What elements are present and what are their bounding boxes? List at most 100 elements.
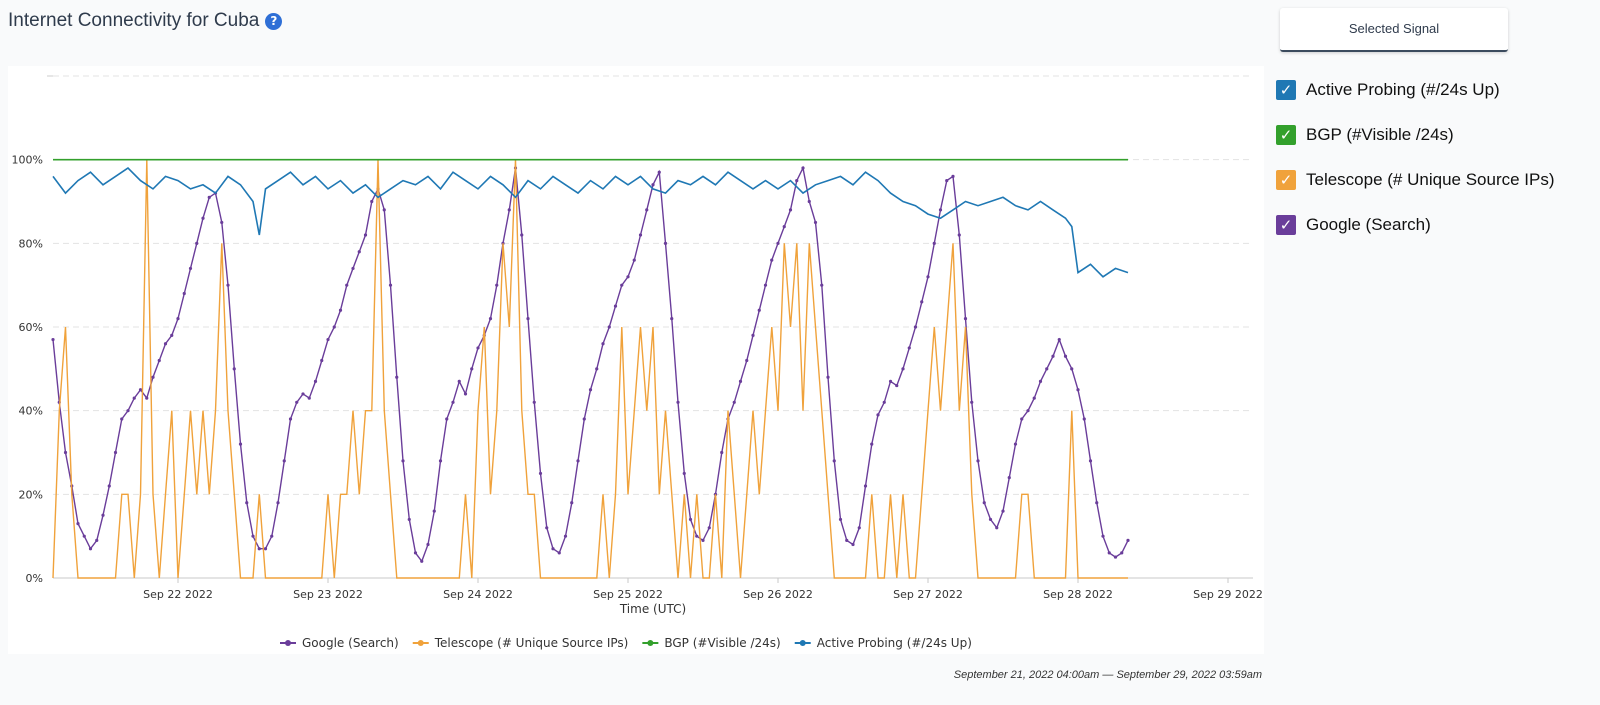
data-point	[995, 526, 999, 530]
data-point	[1113, 555, 1118, 559]
data-point	[663, 241, 668, 245]
data-point	[407, 517, 411, 522]
data-point	[857, 526, 861, 530]
signal-toggle-active-probing[interactable]: ✓ Active Probing (#/24s Up)	[1276, 80, 1500, 100]
data-point	[245, 501, 249, 505]
signal-panel: Selected Signal ✓ Active Probing (#/24s …	[1270, 0, 1600, 705]
data-point	[226, 283, 230, 287]
checkbox-icon[interactable]: ✓	[1276, 215, 1296, 235]
checkbox-icon[interactable]: ✓	[1276, 80, 1296, 100]
data-point	[1126, 538, 1130, 542]
data-point	[651, 183, 655, 187]
data-point	[451, 400, 455, 404]
data-point	[920, 300, 924, 304]
selected-signal-button[interactable]: Selected Signal	[1280, 8, 1508, 52]
data-point	[863, 484, 868, 488]
data-point	[1095, 501, 1099, 505]
data-point	[295, 400, 299, 404]
data-point	[645, 208, 649, 212]
checkbox-icon[interactable]: ✓	[1276, 125, 1296, 145]
data-point	[195, 241, 199, 245]
data-point	[807, 199, 811, 204]
data-point	[88, 547, 93, 551]
y-tick-label: 60%	[19, 321, 43, 334]
data-point	[432, 509, 436, 513]
data-point	[76, 522, 80, 526]
legend-item: BGP (#Visible /24s)	[642, 636, 781, 650]
data-point	[301, 392, 305, 396]
signal-toggle-bgp[interactable]: ✓ BGP (#Visible /24s)	[1276, 125, 1454, 145]
connectivity-chart: 0% 20% 40% 60% 80% 100% Sep 22 2022 Sep 23 2022…	[12, 75, 1263, 650]
data-point	[138, 388, 143, 392]
data-point	[545, 526, 549, 530]
data-point	[782, 225, 786, 229]
data-point	[626, 275, 630, 279]
data-point	[345, 283, 349, 287]
data-point	[82, 534, 86, 538]
x-tick-label: Sep 23 2022	[293, 588, 363, 601]
data-point	[632, 258, 636, 262]
data-point	[538, 471, 543, 476]
data-point	[813, 220, 818, 225]
data-point	[938, 208, 943, 212]
data-point	[445, 417, 449, 421]
checkbox-icon[interactable]: ✓	[1276, 170, 1296, 190]
data-point	[520, 233, 524, 237]
data-point	[182, 291, 186, 296]
data-point	[457, 379, 461, 383]
data-point	[276, 501, 280, 505]
data-point	[788, 208, 793, 212]
data-point	[201, 216, 205, 220]
data-point	[888, 379, 893, 383]
data-point	[1088, 459, 1093, 463]
data-point	[1063, 354, 1068, 358]
series-telescope-unique-source-ips	[52, 159, 1128, 579]
data-point	[507, 208, 511, 212]
y-tick-label: 40%	[19, 405, 43, 418]
legend-marker	[285, 640, 291, 646]
data-point	[976, 459, 980, 463]
data-point	[607, 325, 611, 329]
data-point	[876, 413, 880, 417]
data-point	[320, 358, 324, 363]
data-point	[357, 250, 361, 254]
data-point	[945, 178, 949, 183]
date-range-text: September 21, 2022 04:00am — September 2…	[953, 669, 1262, 681]
data-point	[232, 367, 236, 371]
x-tick-label: Sep 24 2022	[443, 588, 513, 601]
data-point	[326, 337, 330, 342]
x-tick-label: Sep 26 2022	[743, 588, 813, 601]
page-title-text: Internet Connectivity for Cuba	[8, 10, 260, 31]
data-point	[476, 346, 480, 350]
data-point	[176, 317, 180, 321]
data-point	[601, 342, 605, 346]
data-point	[170, 333, 174, 337]
data-point	[1051, 354, 1055, 358]
data-point	[557, 551, 561, 555]
signal-toggle-telescope[interactable]: ✓ Telescope (# Unique Source IPs)	[1276, 170, 1555, 190]
data-point	[820, 283, 824, 287]
data-point	[1076, 388, 1080, 392]
data-point	[1013, 442, 1018, 446]
data-point	[263, 547, 268, 551]
data-point	[463, 392, 468, 396]
signal-toggle-google[interactable]: ✓ Google (Search)	[1276, 215, 1431, 235]
legend-label: Google (Search)	[302, 636, 399, 650]
data-point	[732, 400, 736, 404]
data-point	[257, 547, 261, 551]
data-point	[707, 526, 711, 530]
data-point	[576, 459, 580, 463]
data-point	[1001, 509, 1005, 513]
data-point	[470, 367, 474, 371]
data-point	[563, 534, 568, 538]
data-point	[220, 220, 224, 225]
data-point	[657, 170, 661, 174]
x-tick-label: Sep 28 2022	[1043, 588, 1113, 601]
data-point	[1032, 396, 1036, 400]
series-line	[52, 159, 1128, 579]
series-google-search	[51, 165, 1130, 563]
legend-marker	[647, 640, 654, 646]
data-point	[688, 517, 693, 522]
help-icon[interactable]: ?	[265, 12, 283, 30]
data-point	[913, 325, 918, 329]
